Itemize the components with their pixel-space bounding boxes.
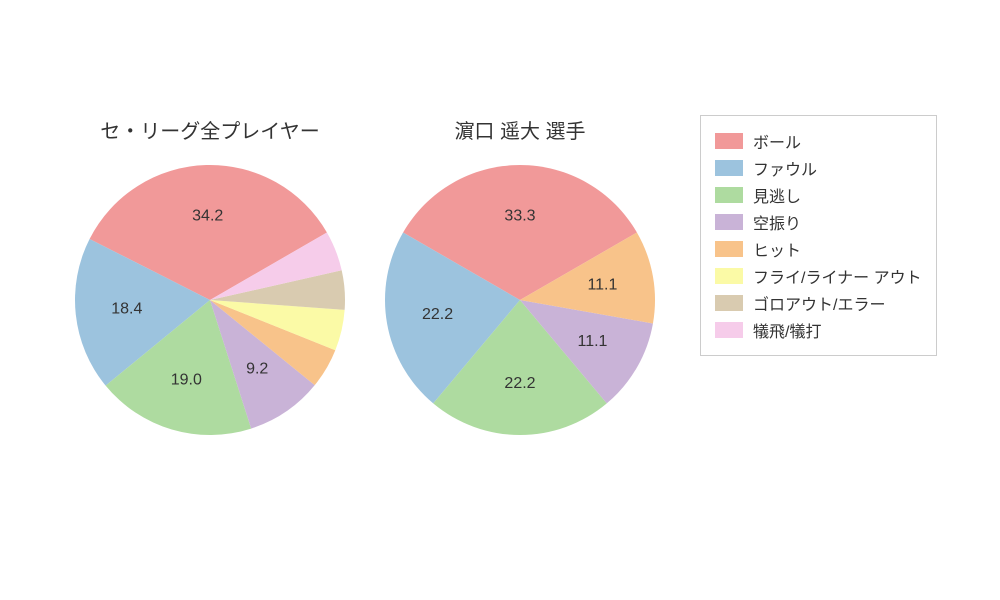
legend-label-looking: 見逃し xyxy=(753,183,801,207)
legend-label-swing: 空振り xyxy=(753,210,801,234)
chart-title-0: セ・リーグ全プレイヤー xyxy=(60,115,360,144)
pie-slice-label-ball: 33.3 xyxy=(504,208,535,225)
legend-item-flyout: フライ/ライナー アウト xyxy=(715,264,922,288)
legend-item-hit: ヒット xyxy=(715,237,922,261)
legend-item-swing: 空振り xyxy=(715,210,922,234)
legend-label-hit: ヒット xyxy=(753,237,801,261)
legend-swatch-hit xyxy=(715,241,743,257)
pie-chart-1: 33.3 22.2 22.2 11.1 11.1 xyxy=(383,163,657,437)
legend-swatch-groundout xyxy=(715,295,743,311)
legend-swatch-ball xyxy=(715,133,743,149)
legend-swatch-flyout xyxy=(715,268,743,284)
pie-slice-label-hit: 11.1 xyxy=(587,277,617,294)
legend-item-sac: 犠飛/犠打 xyxy=(715,318,922,342)
legend-swatch-sac xyxy=(715,322,743,338)
legend-label-flyout: フライ/ライナー アウト xyxy=(753,264,922,288)
pie-slice-label-foul: 18.4 xyxy=(111,300,142,317)
legend-item-ball: ボール xyxy=(715,129,922,153)
legend-label-foul: ファウル xyxy=(753,156,817,180)
pie-slice-label-looking: 19.0 xyxy=(171,371,202,388)
pie-slice-label-swing: 9.2 xyxy=(246,360,268,377)
legend-item-foul: ファウル xyxy=(715,156,922,180)
pie-slice-label-ball: 34.2 xyxy=(192,208,223,225)
pie-slice-label-looking: 22.2 xyxy=(504,375,535,392)
legend-swatch-looking xyxy=(715,187,743,203)
pie-chart-0: 34.2 18.4 19.0 9.2 xyxy=(73,163,347,437)
legend-item-groundout: ゴロアウト/エラー xyxy=(715,291,922,315)
pie-slice-label-foul: 22.2 xyxy=(422,306,453,323)
legend-label-groundout: ゴロアウト/エラー xyxy=(753,291,885,315)
legend-swatch-swing xyxy=(715,214,743,230)
legend: ボールファウル見逃し空振りヒットフライ/ライナー アウトゴロアウト/エラー犠飛/… xyxy=(700,115,937,356)
legend-label-ball: ボール xyxy=(753,129,801,153)
legend-swatch-foul xyxy=(715,160,743,176)
legend-label-sac: 犠飛/犠打 xyxy=(753,318,821,342)
pie-slice-label-swing: 11.1 xyxy=(578,333,608,350)
legend-item-looking: 見逃し xyxy=(715,183,922,207)
chart-container: セ・リーグ全プレイヤー濵口 遥大 選手 34.2 18.4 19.0 9.2 33.3 22… xyxy=(0,0,1000,600)
chart-title-1: 濵口 遥大 選手 xyxy=(370,115,670,144)
